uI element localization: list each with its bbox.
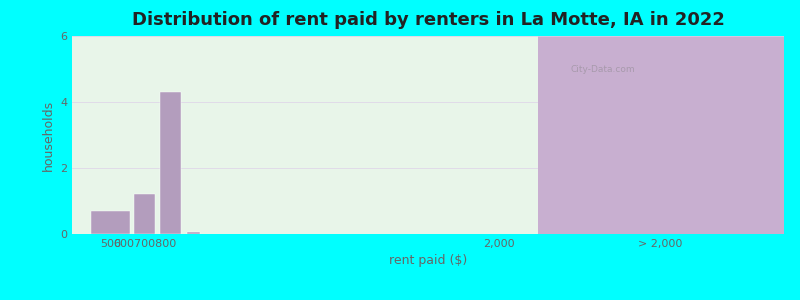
- Bar: [72, 36, 538, 234]
- Bar: [134, 194, 155, 234]
- Text: City-Data.com: City-Data.com: [570, 64, 635, 74]
- Bar: [538, 59, 784, 234]
- X-axis label: rent paid ($): rent paid ($): [389, 254, 467, 267]
- Title: Distribution of rent paid by renters in La Motte, IA in 2022: Distribution of rent paid by renters in …: [131, 11, 725, 29]
- Bar: [160, 92, 181, 234]
- Y-axis label: households: households: [42, 99, 54, 171]
- Bar: [91, 211, 130, 234]
- Bar: [538, 36, 784, 234]
- Bar: [187, 232, 200, 234]
